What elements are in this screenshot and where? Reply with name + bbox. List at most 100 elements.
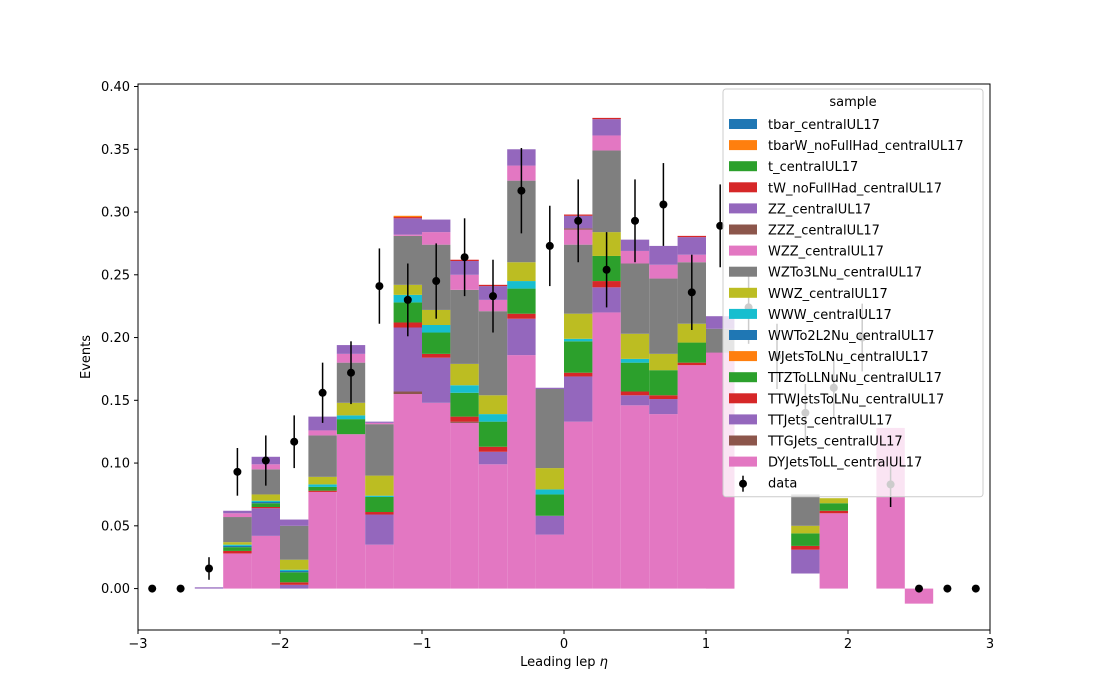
legend-swatch [729,287,757,298]
legend-swatch [729,119,757,129]
bar-segment [422,219,451,233]
legend-label: tW_noFullHad_centralUL17 [768,181,942,196]
bar-segment [223,553,252,589]
bar-segment [251,500,280,502]
bar-segment [592,312,621,589]
data-point [971,584,980,593]
bar-segment [422,332,451,354]
bar-segment [791,549,820,574]
legend-label: WZZ_centralUL17 [768,245,884,260]
bar-segment [535,515,564,535]
bar-segment [365,514,394,545]
legend-label: TTGJets_centralUL17 [767,435,903,450]
bar-segment [422,232,451,245]
y-tick-label: 0.25 [101,268,130,283]
data-point [233,467,242,476]
bar-segment [649,245,678,265]
legend-label: tbarW_noFullHad_centralUL17 [768,139,964,154]
legend-swatch [729,140,757,151]
bar-segment [535,468,564,490]
bar-segment [365,544,394,589]
extra-bars [706,352,934,604]
bar-segment [393,217,422,219]
bar-segment [649,353,678,371]
y-axis-title: Events [79,335,94,379]
data-point [261,456,270,465]
x-tick-label: −3 [128,637,147,652]
bar-segment [336,419,366,435]
bar-segment [507,288,536,314]
bar-segment [507,281,536,289]
bar-segment [280,582,309,585]
bar-segment [393,394,422,589]
bar-segment [507,262,536,282]
bar-segment [478,464,508,589]
y-tick-label: 0.40 [101,80,130,95]
legend-swatch [729,224,757,235]
bar-segment [535,389,564,469]
bar-segment [280,559,309,570]
legend-label: TTJets_centralUL17 [767,413,893,428]
legend-label: WWTo2L2Nu_centralUL17 [768,329,934,344]
bar-segment [592,117,621,120]
bar-segment [535,494,564,516]
bar-segment [223,550,252,554]
legend-label: TTWJetsToLNu_centralUL17 [767,392,944,407]
bar-segment [308,476,337,485]
bar-segment [819,513,848,589]
data-point [375,282,384,291]
bar-segment [791,533,820,546]
bar-segment [393,234,422,236]
legend-swatch [729,456,757,467]
y-tick-label: 0.20 [101,331,130,346]
legend-label: WWZ_centralUL17 [768,287,888,302]
y-tick-label: 0.05 [101,519,130,534]
bar-segment [507,318,536,356]
bar-segment [564,372,593,377]
bar-segment [365,496,394,513]
bar-segment [904,588,934,604]
bar-segment [194,587,224,589]
bar-segment [478,446,508,452]
bar-segment [649,278,678,354]
bar-segment [223,544,252,546]
bar-segment [649,370,678,396]
bar-segment [280,571,309,573]
bar-segment [791,494,820,526]
bar-segment [365,495,394,497]
bar-segment [620,362,650,392]
data-point [943,584,952,593]
bar-segment [422,357,451,403]
bar-segment [280,569,309,572]
legend-swatch [729,351,757,362]
bar-segment [450,392,479,417]
legend-title: sample [829,95,876,110]
legend: sample tbar_centralUL17 tbarW_noFullHad_c… [722,88,984,498]
legend-swatch [729,245,757,256]
bar-segment [819,498,848,504]
data-point [432,277,441,286]
bar-segment [450,416,479,422]
bar-segment [251,508,280,536]
bar-segment [280,519,309,526]
bar-segment [535,534,564,589]
data-point [545,241,554,250]
bar-segment [478,414,508,422]
bar-segment [564,313,593,339]
legend-swatch [729,330,757,340]
data-point [659,200,668,209]
bar-segment [677,323,706,343]
legend-label: WJetsToLNu_centralUL17 [768,350,929,365]
y-tick-label: 0.10 [101,457,130,472]
legend-swatch [729,435,757,446]
bar-segment [365,422,394,425]
x-tick-label: 1 [702,637,710,652]
bar-segment [251,535,280,589]
data-point [915,584,923,593]
bar-segment [620,358,650,363]
bar-segment [393,218,422,235]
bar-segment [336,415,366,420]
bar-segment [564,338,593,342]
bar-segment [393,327,422,392]
